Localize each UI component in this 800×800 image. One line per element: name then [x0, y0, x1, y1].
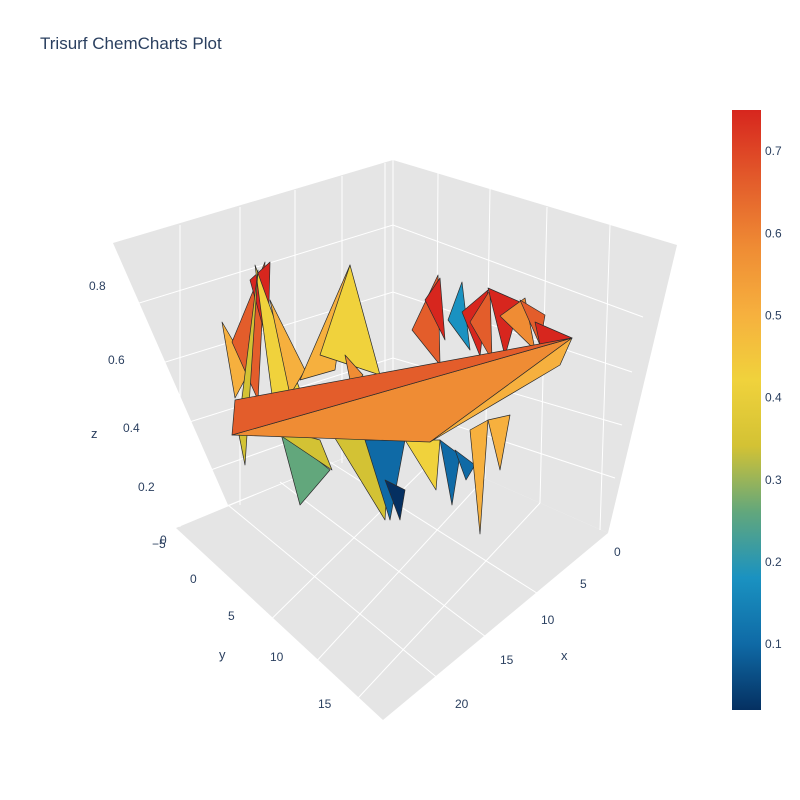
surface-facet: [424, 277, 446, 341]
colorbar-ticks: 0.1 0.2 0.3 0.4 0.5 0.6 0.7: [765, 144, 782, 651]
x-tick-label: 0: [614, 545, 621, 559]
floor-gridline: [279, 481, 491, 641]
z-tick-label: 0.4: [123, 421, 140, 435]
x-gridline: [599, 224, 611, 531]
surface-facet: [384, 479, 406, 521]
surface-facet: [429, 337, 573, 443]
floor-gridline: [289, 477, 486, 691]
surface-facet: [487, 287, 521, 357]
x-tick-label: 10: [541, 613, 555, 627]
x-tick-label: 15: [500, 653, 514, 667]
floor-gridline: [344, 502, 541, 713]
x-axis-title: x: [561, 648, 568, 663]
chart-title: Trisurf ChemCharts Plot: [40, 34, 222, 53]
trisurf-surface: [221, 261, 573, 535]
colorbar-tick-label: 0.6: [765, 226, 782, 240]
colorbar-gradient: [732, 110, 761, 710]
surface-facet: [487, 414, 511, 471]
z-axis-title: z: [91, 426, 98, 441]
y-tick-label: 10: [270, 650, 284, 664]
surface-facet: [469, 419, 489, 535]
z-tick-label: 0.2: [138, 480, 155, 494]
colorbar-tick-label: 0.7: [765, 144, 782, 158]
y-tick-label: 15: [318, 697, 332, 711]
y-axis-ticks: −5 0 5 10 15 y: [152, 537, 332, 711]
z-tick-label: 0.6: [108, 353, 125, 367]
z-axis-ticks: 0 0.2 0.4 0.6 0.8 z: [89, 279, 167, 547]
surface-facet: [269, 299, 306, 396]
surface-facet: [231, 337, 573, 436]
y-tick-label: 0: [190, 572, 197, 586]
y-axis-title: y: [219, 647, 226, 662]
y-tick-label: 5: [228, 609, 235, 623]
floor-gridline: [227, 504, 441, 681]
colorbar-tick-label: 0.5: [765, 308, 782, 322]
colorbar: 0.1 0.2 0.3 0.4 0.5 0.6 0.7: [732, 110, 782, 710]
surface-facet: [454, 449, 476, 481]
x-tick-label: 5: [580, 577, 587, 591]
colorbar-tick-label: 0.4: [765, 391, 782, 405]
z-tick-label: 0.8: [89, 279, 106, 293]
colorbar-tick-label: 0.1: [765, 637, 782, 651]
surface-facet: [469, 289, 493, 361]
colorbar-tick-label: 0.2: [765, 555, 782, 569]
y-tick-label: −5: [152, 537, 166, 551]
x-tick-label: 20: [455, 697, 469, 711]
x-axis-ticks: 0 5 10 15 20 x: [455, 545, 621, 711]
surface-facet: [439, 439, 461, 506]
colorbar-tick-label: 0.3: [765, 473, 782, 487]
z-tick-label: 0: [160, 533, 167, 547]
